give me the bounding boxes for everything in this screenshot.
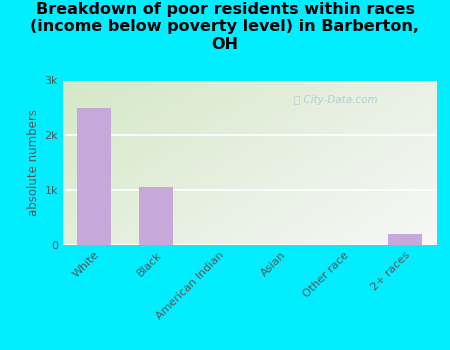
Bar <box>77 108 111 245</box>
Bar <box>139 188 174 245</box>
Text: Breakdown of poor residents within races
(income below poverty level) in Barbert: Breakdown of poor residents within races… <box>31 2 419 51</box>
Y-axis label: absolute numbers: absolute numbers <box>27 109 40 216</box>
Bar <box>388 234 423 245</box>
Text: ⓘ City-Data.com: ⓘ City-Data.com <box>294 95 378 105</box>
